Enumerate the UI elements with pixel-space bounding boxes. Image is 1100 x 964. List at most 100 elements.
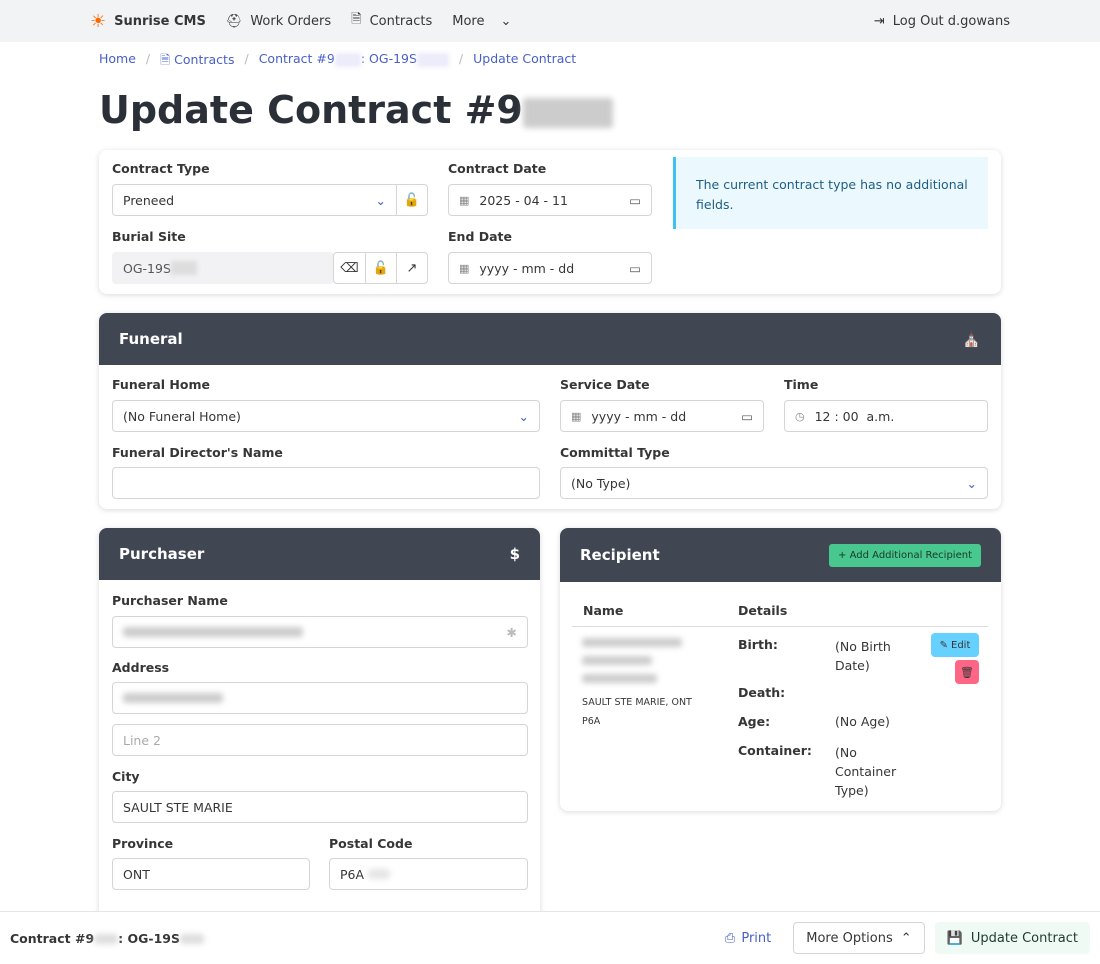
funeral-home-label: Funeral Home (112, 377, 210, 392)
print-icon: ⎙ (724, 930, 736, 946)
time-label: Time (784, 377, 819, 392)
hand-holding-dollar-icon: $ (509, 545, 520, 563)
chevron-down-icon: ⌄ (966, 475, 977, 491)
address-label: Address (112, 660, 170, 675)
calendar-picker-icon[interactable]: ▭ (629, 192, 641, 208)
recipient-title: Recipient (580, 546, 660, 564)
select-value: (No Funeral Home) (123, 408, 241, 424)
footer-title-text: : OG-19S (118, 930, 180, 946)
calendar-icon: ▦ (571, 409, 582, 423)
purchaser-title: Purchaser (119, 545, 205, 563)
button-label: Add Additional Recipient (849, 549, 972, 561)
sign-out-icon: ⇥ (873, 13, 885, 29)
more-options-button[interactable]: More Options ⌃ (793, 922, 925, 954)
edit-recipient-button[interactable]: ✎ Edit (931, 633, 979, 657)
time-value: 12 : 00 a.m. (814, 408, 895, 424)
chevron-down-icon: ⌄ (500, 13, 512, 29)
city-input[interactable]: SAULT STE MARIE (112, 791, 528, 823)
time-input[interactable]: ◷ 12 : 00 a.m. (784, 400, 988, 432)
age-value: (No Age) (835, 714, 890, 729)
placeholder: Line 2 (123, 732, 161, 748)
button-label: More Options (806, 930, 893, 946)
button-label: Edit (951, 639, 971, 651)
brand-name: Sunrise CMS (114, 13, 206, 29)
brand-link[interactable]: ☀ Sunrise CMS (90, 11, 206, 32)
recipient-card: Recipient + Add Additional Recipient (560, 528, 1001, 811)
purchaser-name-input[interactable]: ✱ (112, 616, 528, 648)
funeral-title: Funeral (119, 330, 183, 348)
select-value: Preneed (123, 192, 175, 208)
sunrise-logo-icon: ☀ (90, 10, 107, 32)
contract-type-select[interactable]: Preneed ⌄ (112, 184, 397, 216)
recipient-postal: P6A (582, 716, 600, 727)
button-label: Update Contract (970, 930, 1078, 946)
crumb-contracts[interactable]: 🗎 Contracts (160, 51, 234, 72)
crumb-label: Contracts (174, 52, 235, 67)
birth-label: Birth: (738, 637, 778, 652)
hard-hat-icon: ⛑ (225, 13, 243, 29)
committal-type-select[interactable]: (No Type) ⌄ (560, 467, 988, 499)
director-name-input[interactable] (112, 467, 540, 499)
birth-value: (No Birth Date) (835, 639, 891, 673)
unlock-button[interactable]: 🔓 (396, 184, 428, 216)
open-site-button[interactable]: ↗ (396, 252, 428, 284)
crumb-home[interactable]: Home (99, 51, 136, 66)
calendar-picker-icon[interactable]: ▭ (741, 408, 753, 424)
clock-icon: ◷ (795, 409, 805, 423)
logout-label: Log Out d.gowans (892, 13, 1010, 29)
province-input[interactable]: ONT (112, 858, 310, 890)
purchaser-name-label: Purchaser Name (112, 593, 228, 608)
chevron-up-icon: ⌃ (900, 930, 912, 946)
postal-code-input[interactable]: P6A (329, 858, 528, 890)
delete-recipient-button[interactable]: 🗑 (955, 660, 979, 684)
address-line2-input[interactable]: Line 2 (112, 724, 528, 756)
crumb-label: Contract #9 (258, 51, 335, 66)
logout-link[interactable]: ⇥ Log Out d.gowans (874, 14, 1010, 29)
container-value: (No Container Type) (835, 745, 897, 798)
calendar-picker-icon[interactable]: ▭ (629, 260, 641, 276)
contract-type-label: Contract Type (112, 161, 210, 176)
file-contract-icon: 🗎 (351, 12, 362, 27)
update-contract-button[interactable]: 💾 Update Contract (934, 922, 1090, 954)
postal-value: P6A (340, 866, 365, 882)
add-recipient-button[interactable]: + Add Additional Recipient (829, 543, 981, 567)
clear-button[interactable]: ⌫ (333, 252, 366, 284)
save-icon: 💾 (946, 930, 963, 946)
pencil-icon: ✎ (939, 639, 948, 651)
burial-site-label: Burial Site (112, 229, 186, 244)
unlock-icon: 🔓 (403, 192, 421, 208)
site-value: OG-19S (123, 260, 171, 276)
footer-contract-title: Contract #9 : OG-19S (10, 931, 204, 946)
chevron-down-icon: ⌄ (375, 192, 386, 208)
button-label: Print (741, 930, 772, 946)
city-label: City (112, 769, 140, 784)
funeral-home-icon: ⛪ (962, 330, 981, 348)
postal-label: Postal Code (329, 836, 413, 851)
nav-work-orders[interactable]: ⛑ Work Orders (226, 14, 331, 29)
death-label: Death: (738, 685, 786, 700)
title-text: Update Contract #9 (99, 88, 523, 132)
contract-date-label: Contract Date (448, 161, 547, 176)
recipient-city: SAULT STE MARIE, ONT (582, 697, 692, 708)
print-button[interactable]: ⎙ Print (713, 922, 783, 954)
end-date-input[interactable]: ▦ yyyy - mm - dd ▭ (448, 252, 652, 284)
service-date-label: Service Date (560, 377, 650, 392)
crumb-current: Update Contract (473, 51, 577, 66)
contract-date-input[interactable]: ▦ 2025 - 04 - 11 ▭ (448, 184, 652, 216)
nav-more[interactable]: More ⌄ (452, 14, 511, 29)
select-value: (No Type) (571, 475, 631, 491)
unlock-icon: 🔓 (372, 260, 390, 276)
crumb-contract[interactable]: Contract #9: OG-19S (259, 51, 449, 72)
address-line1-input[interactable] (112, 682, 528, 714)
unlock-site-button[interactable]: 🔓 (365, 252, 397, 284)
nav-contracts[interactable]: 🗎 Contracts (351, 10, 432, 32)
burial-site-input[interactable]: OG-19S (112, 252, 334, 284)
director-label: Funeral Director's Name (112, 445, 283, 460)
container-label: Container: (738, 743, 812, 758)
funeral-home-select[interactable]: (No Funeral Home) ⌄ (112, 400, 540, 432)
footer-title-text: Contract #9 (10, 930, 95, 946)
service-date-input[interactable]: ▦ yyyy - mm - dd ▭ (560, 400, 764, 432)
top-nav: ☀ Sunrise CMS ⛑ Work Orders 🗎 Contracts Mor… (0, 0, 1100, 42)
page-title: Update Contract #9 (99, 88, 613, 132)
breadcrumb: Home / 🗎 Contracts / Contract #9: OG-19S / … (99, 51, 576, 72)
